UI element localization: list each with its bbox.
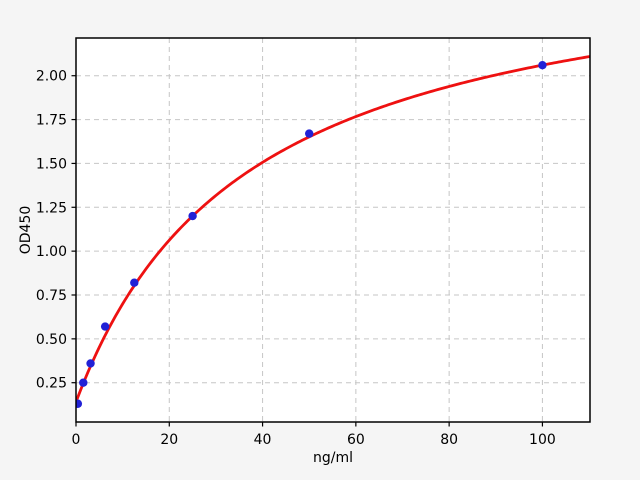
x-tick-label: 80 [440,432,458,448]
y-tick-label: 1.75 [36,113,67,129]
y-tick-label: 1.00 [36,244,67,260]
data-point [86,359,95,368]
fit-curve [76,55,590,404]
y-tick-label: 0.25 [36,376,67,392]
y-tick-label: 0.75 [36,288,67,304]
y-tick-label: 1.50 [36,156,67,172]
y-tick-label: 1.25 [36,200,67,216]
data-point [100,322,110,331]
x-tick-label: 40 [254,432,272,448]
data-point [79,378,88,387]
x-axis-title: ng/ml [312,450,354,466]
data-layer [76,55,590,408]
y-tick-label: 0.50 [36,332,67,348]
data-point [76,399,83,408]
plot-area [76,38,590,422]
x-tick-label: 0 [72,432,81,448]
x-tick-label: 100 [529,432,556,448]
x-tick-label: 60 [347,432,365,448]
y-axis-title: OD450 [18,205,34,255]
data-point [305,129,314,138]
axes-spines [75,37,591,423]
y-tick-label: 2.00 [36,69,67,85]
data-point [538,60,547,70]
data-point [188,211,197,221]
x-tick-label: 20 [160,432,178,448]
data-point [130,278,139,287]
